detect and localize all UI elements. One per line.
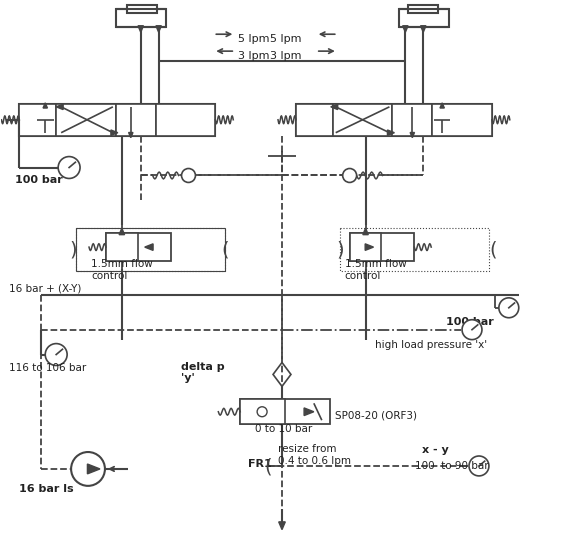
Text: ): )	[69, 240, 77, 260]
Circle shape	[45, 344, 67, 366]
Text: 0 to 10 bar: 0 to 10 bar	[255, 424, 312, 434]
Polygon shape	[138, 26, 143, 32]
Bar	[116, 10, 166, 27]
Polygon shape	[87, 464, 100, 474]
Text: (: (	[265, 457, 272, 477]
Text: 1.5mm flow
control: 1.5mm flow control	[91, 260, 153, 281]
Text: x - y: x - y	[422, 445, 449, 455]
Text: 116 to 106 bar: 116 to 106 bar	[10, 364, 87, 374]
Bar	[106, 233, 138, 261]
Polygon shape	[111, 130, 118, 135]
Bar	[240, 399, 330, 424]
Polygon shape	[365, 244, 373, 251]
Polygon shape	[156, 26, 161, 32]
Polygon shape	[304, 408, 314, 416]
Text: (: (	[489, 240, 497, 260]
Text: 16 bar ls: 16 bar ls	[19, 484, 74, 494]
Circle shape	[462, 320, 482, 340]
Text: 1.5mm flow
control: 1.5mm flow control	[345, 260, 407, 281]
Polygon shape	[421, 26, 426, 32]
Bar	[340, 228, 489, 271]
Polygon shape	[363, 228, 368, 235]
Text: delta p
'y': delta p 'y'	[180, 362, 224, 383]
Polygon shape	[279, 522, 285, 530]
Bar	[240, 399, 285, 424]
Text: 5 lpm: 5 lpm	[270, 34, 302, 44]
Circle shape	[499, 298, 519, 318]
Bar	[76, 228, 225, 271]
Text: 100 bar: 100 bar	[446, 317, 494, 327]
Text: 100 bar: 100 bar	[15, 175, 63, 185]
Text: resize from
0.4 to 0.6 lpm: resize from 0.4 to 0.6 lpm	[278, 445, 351, 466]
Bar	[408, 5, 438, 13]
Polygon shape	[119, 228, 125, 235]
Bar	[127, 5, 157, 13]
Polygon shape	[129, 133, 133, 138]
Bar	[399, 10, 449, 27]
Circle shape	[469, 456, 489, 476]
Circle shape	[343, 168, 356, 182]
Bar	[393, 104, 432, 136]
Polygon shape	[56, 104, 63, 110]
Bar	[333, 104, 393, 136]
Circle shape	[58, 157, 80, 179]
Polygon shape	[387, 130, 394, 135]
Text: 100  to 90 bar: 100 to 90 bar	[415, 461, 489, 471]
Text: 5 lpm: 5 lpm	[238, 34, 270, 44]
Bar	[432, 104, 492, 136]
Bar	[76, 228, 225, 271]
Bar	[350, 233, 381, 261]
Polygon shape	[440, 103, 444, 108]
Text: 3 lpm: 3 lpm	[238, 51, 270, 61]
Bar	[350, 233, 415, 261]
Polygon shape	[331, 104, 338, 110]
Circle shape	[257, 407, 267, 417]
Polygon shape	[145, 244, 153, 251]
Text: FR1: FR1	[248, 459, 272, 469]
Circle shape	[182, 168, 196, 182]
Bar	[19, 104, 56, 136]
Text: high load pressure 'x': high load pressure 'x'	[374, 340, 487, 350]
Text: ): )	[337, 240, 345, 260]
Bar	[296, 104, 333, 136]
Text: 3 lpm: 3 lpm	[270, 51, 302, 61]
Bar	[296, 104, 492, 136]
Polygon shape	[410, 133, 415, 138]
Polygon shape	[403, 26, 408, 32]
Text: (: (	[222, 240, 229, 260]
Polygon shape	[43, 103, 47, 108]
Text: SP08-20 (ORF3): SP08-20 (ORF3)	[334, 411, 417, 421]
Bar	[156, 104, 215, 136]
Bar	[19, 104, 215, 136]
Bar	[116, 104, 156, 136]
Bar	[56, 104, 116, 136]
Circle shape	[71, 452, 105, 486]
Text: 16 bar + (X-Y): 16 bar + (X-Y)	[10, 284, 82, 294]
Bar	[106, 233, 170, 261]
